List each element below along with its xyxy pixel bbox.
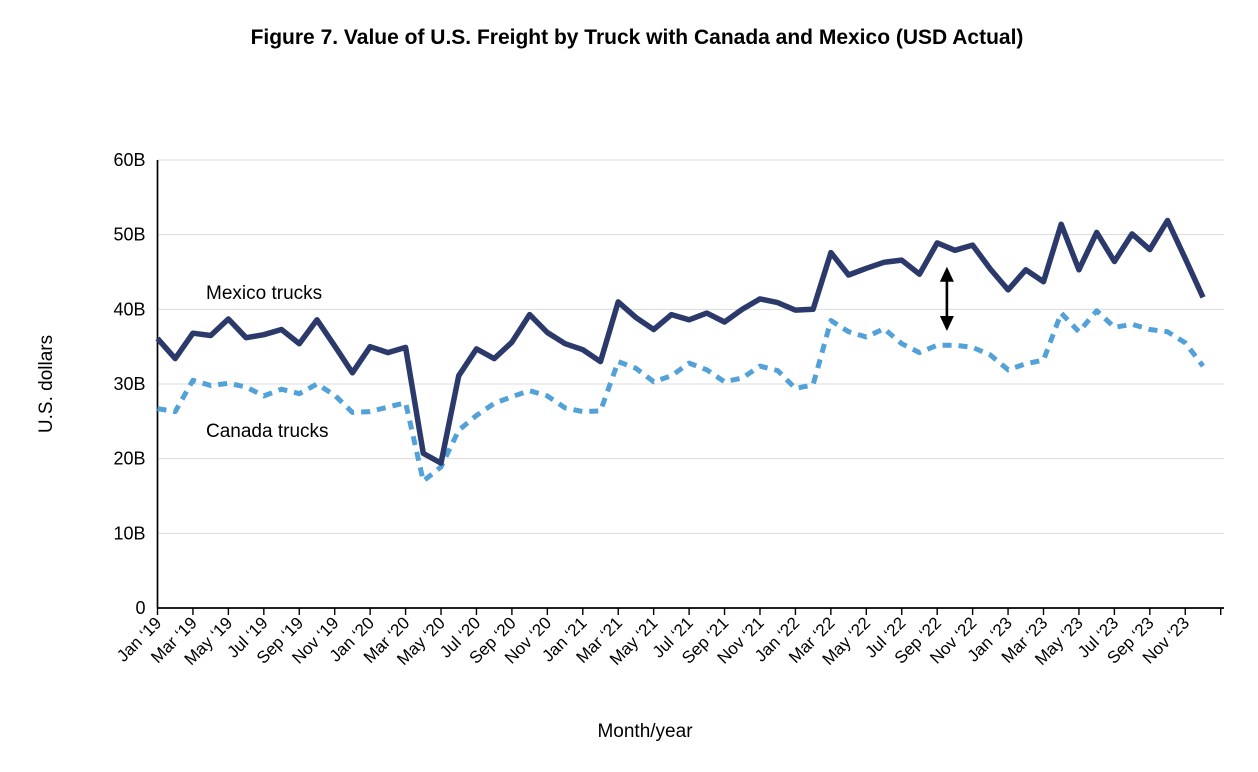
legend-label-canada-trucks: Canada trucks [206, 421, 329, 442]
y-tick-label: 60B [113, 150, 145, 170]
arrow-head-up [939, 266, 954, 282]
arrow-head-down [939, 315, 954, 331]
chart-title: Figure 7. Value of U.S. Freight by Truck… [251, 26, 1024, 49]
legend-label-mexico-trucks: Mexico trucks [206, 283, 322, 304]
gridlines [157, 159, 1224, 534]
y-tick-label: 50B [113, 225, 145, 245]
y-tick-label: 30B [113, 374, 145, 394]
gap-annotation-arrow [939, 266, 954, 331]
canada-trucks-line [157, 308, 1205, 484]
y-tick-label: 10B [113, 523, 145, 543]
x-axis-ticks [156, 608, 1222, 615]
y-axis-title: U.S. dollars [36, 335, 57, 433]
mexico-trucks-line [155, 217, 1206, 466]
data-series [155, 217, 1206, 484]
y-axis-tick-labels: 0 10B 20B 30B 40B 50B 60B [113, 150, 145, 618]
y-tick-label: 0 [135, 598, 145, 618]
y-tick-label: 20B [113, 449, 145, 469]
x-axis-title: Month/year [597, 721, 693, 742]
y-tick-label: 40B [113, 299, 145, 319]
